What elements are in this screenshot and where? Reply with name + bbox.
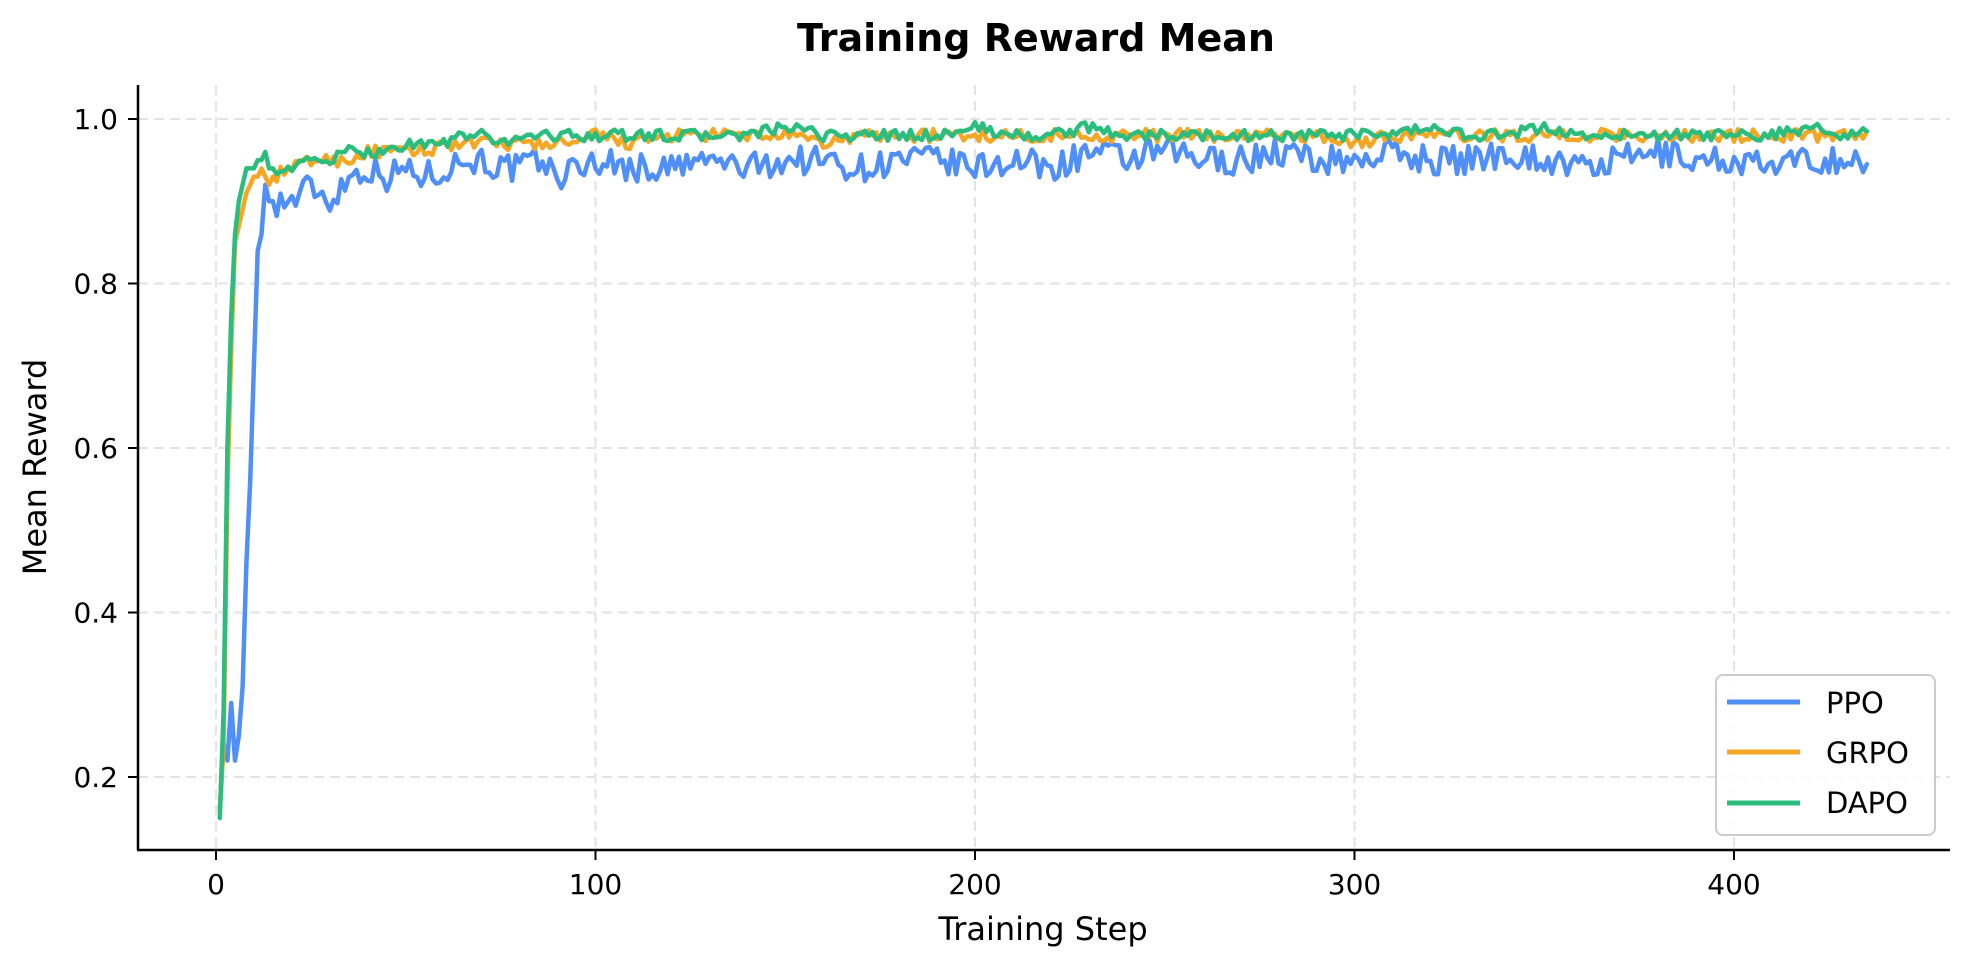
legend: PPO GRPO DAPO <box>1715 674 1936 836</box>
y-tick-label: 0.4 <box>73 597 118 630</box>
series-line-grpo <box>217 126 1870 813</box>
series-line-ppo <box>217 135 1870 813</box>
legend-label-grpo: GRPO <box>1826 736 1909 770</box>
y-tick-label: 1.0 <box>73 103 118 136</box>
y-tick-label: 0.8 <box>73 268 118 301</box>
legend-label-dapo: DAPO <box>1826 786 1908 820</box>
legend-label-ppo: PPO <box>1826 686 1884 720</box>
x-axis-label: Training Step <box>937 910 1147 948</box>
chart-title: Training Reward Mean <box>797 16 1275 60</box>
grid <box>138 85 1950 850</box>
x-tick-label: 300 <box>1328 868 1381 901</box>
y-tick-label: 0.2 <box>73 761 118 794</box>
legend-box <box>1715 674 1936 836</box>
x-ticks: 0 100 200 300 400 <box>207 850 1761 901</box>
y-tick-label: 0.6 <box>73 432 118 465</box>
plot-lines <box>217 119 1870 821</box>
x-tick-label: 100 <box>569 868 622 901</box>
y-ticks: 0.2 0.4 0.6 0.8 1.0 <box>73 103 138 794</box>
x-tick-label: 400 <box>1707 868 1760 901</box>
x-tick-label: 200 <box>948 868 1001 901</box>
y-axis-label: Mean Reward <box>16 359 54 576</box>
x-tick-label: 0 <box>207 868 225 901</box>
series-line-dapo <box>217 119 1870 821</box>
